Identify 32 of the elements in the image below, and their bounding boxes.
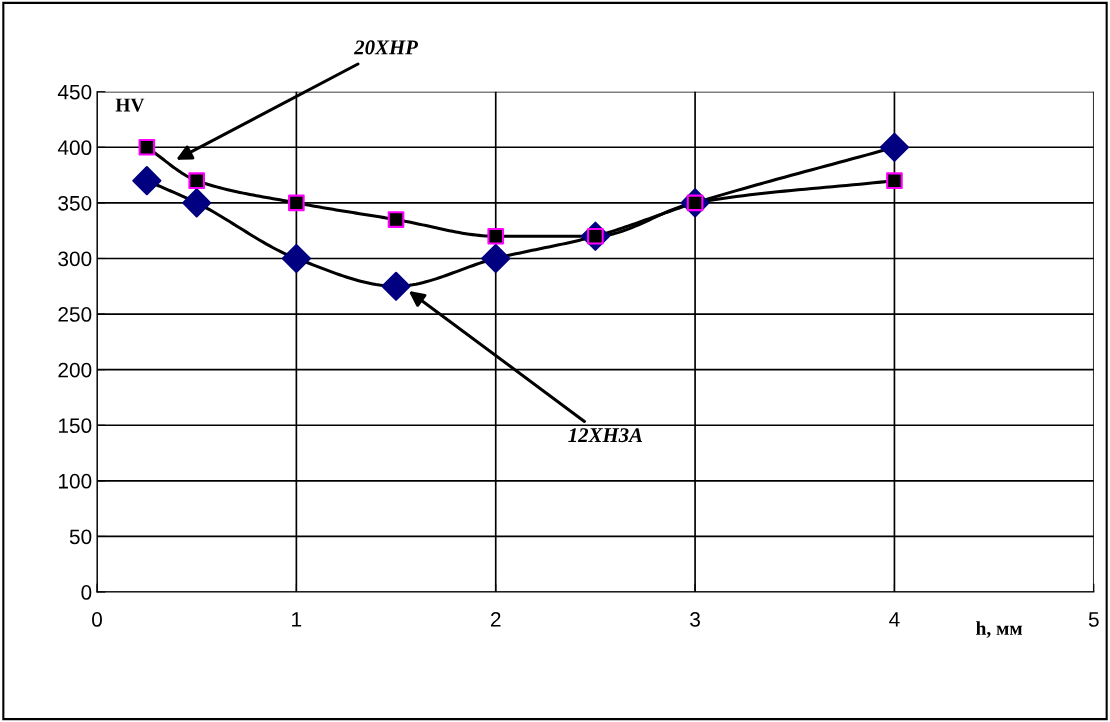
point: [188, 172, 206, 189]
y-axis-title: HV: [115, 98, 145, 112]
point: [132, 166, 162, 196]
y-tick-label: 400: [57, 140, 92, 156]
x-axis-title: h, мм: [976, 621, 1023, 638]
x-tick-label: 2: [490, 612, 501, 627]
y-tick-label: 0: [81, 585, 92, 600]
point: [281, 243, 311, 274]
point: [387, 211, 405, 228]
y-tick-label: 150: [58, 418, 92, 434]
text: 20ХНР: [354, 40, 419, 55]
x-tick-label: 4: [889, 612, 900, 627]
point: [487, 227, 505, 245]
y-tick-label: 450: [57, 84, 92, 100]
y-tick-label: 50: [69, 529, 92, 545]
point: [481, 243, 511, 274]
x-tick-label: 5: [1088, 612, 1099, 627]
y-tick-label: 350: [58, 195, 92, 211]
point: [886, 172, 903, 189]
y-tick-label: 100: [58, 473, 92, 489]
point: [138, 138, 156, 156]
point: [879, 132, 910, 162]
point: [182, 188, 212, 218]
text: 12ХН3А: [568, 428, 643, 443]
y-tick-label: 250: [58, 307, 92, 322]
x-tick-label: 0: [92, 612, 102, 627]
x-tick-label: 3: [690, 612, 700, 627]
y-tick-label: 300: [58, 251, 92, 267]
point: [381, 271, 411, 301]
point: [288, 194, 305, 212]
y-tick-label: 200: [58, 362, 92, 378]
x-tick-label: 1: [292, 612, 302, 627]
